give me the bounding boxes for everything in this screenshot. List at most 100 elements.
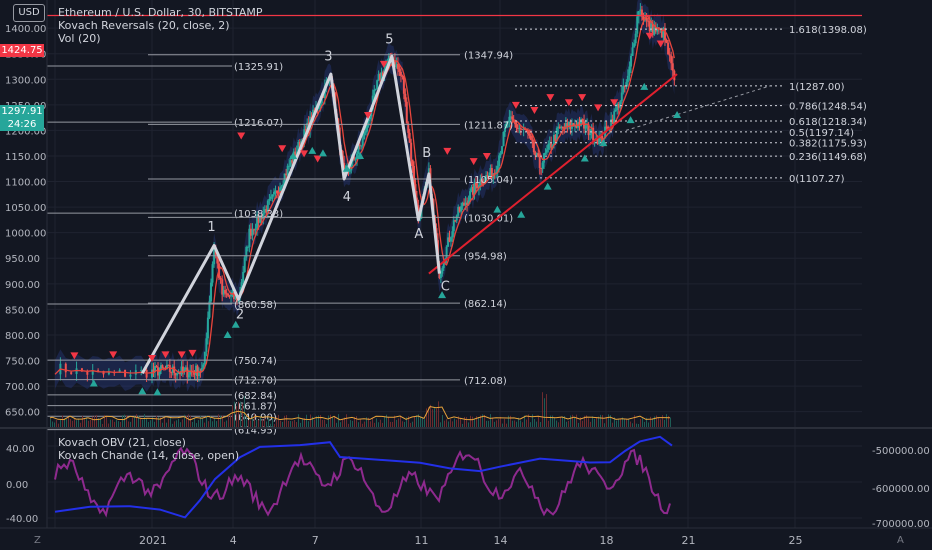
indicator-kovach-reversals[interactable]: Kovach Reversals (20, close, 2) xyxy=(58,19,230,32)
volume-bar xyxy=(556,420,557,427)
candle-body xyxy=(91,370,94,375)
indicator-kovach-chande[interactable]: Kovach Chande (14, close, open) xyxy=(58,449,240,462)
volume-bar xyxy=(146,418,147,427)
volume-bar xyxy=(88,420,89,427)
volume-bar xyxy=(364,421,365,427)
fib-trend-line xyxy=(625,85,771,131)
volume-bar xyxy=(384,416,385,427)
candle-body xyxy=(541,162,544,169)
indicator-volume[interactable]: Vol (20) xyxy=(58,32,101,45)
candle-body xyxy=(622,85,625,93)
osc-right-tick: -500000.00 xyxy=(872,446,930,457)
volume-bar xyxy=(456,419,457,427)
candle-body xyxy=(202,364,205,368)
fib-label: 0.618(1218.34) xyxy=(789,117,867,128)
volume-bar xyxy=(226,420,227,427)
candle-body xyxy=(407,123,410,133)
volume-bar xyxy=(650,416,651,427)
indicator-kovach-obv[interactable]: Kovach OBV (21, close) xyxy=(58,436,186,449)
volume-bar xyxy=(476,416,477,427)
candle-body xyxy=(354,158,357,160)
candle-body xyxy=(225,293,228,295)
candle-body xyxy=(291,160,294,163)
candle-body xyxy=(540,167,543,169)
volume-bar xyxy=(460,417,461,427)
candle-body xyxy=(97,370,100,372)
candle-body xyxy=(455,215,458,221)
volume-bar xyxy=(204,422,205,427)
volume-bar xyxy=(336,422,337,427)
bullish-reversal-marker xyxy=(640,82,649,90)
volume-bar xyxy=(342,419,343,427)
volume-bar xyxy=(558,422,559,427)
candle-body xyxy=(580,119,583,127)
candle-body xyxy=(566,123,569,127)
bullish-reversal-marker xyxy=(580,154,589,162)
candle-body xyxy=(124,369,127,377)
volume-bar xyxy=(620,418,621,427)
volume-bar xyxy=(302,418,303,427)
candle-body xyxy=(516,127,519,129)
volume-bar xyxy=(354,416,355,427)
volume-bar xyxy=(156,415,157,427)
wave-label-1: 1 xyxy=(207,220,215,235)
bullish-reversal-marker xyxy=(231,320,240,328)
volume-bar xyxy=(664,419,665,427)
volatility-band xyxy=(55,0,675,392)
candle-body xyxy=(304,129,307,131)
currency-button[interactable]: USD xyxy=(13,4,45,22)
volume-bar xyxy=(176,420,177,427)
zoom-z-button[interactable]: Z xyxy=(34,535,41,546)
auto-scale-button[interactable]: A xyxy=(897,535,904,546)
level-label: (1038.33) xyxy=(234,209,283,220)
osc-right-tick: -700000.00 xyxy=(872,519,930,530)
volume-bar xyxy=(340,422,341,427)
volume-bar xyxy=(632,423,633,427)
osc-left-tick: 40.00 xyxy=(6,444,35,455)
volume-bar xyxy=(542,392,543,427)
volume-bar xyxy=(368,417,369,427)
bullish-reversal-marker xyxy=(223,330,232,338)
wave-label-C: C xyxy=(441,279,450,294)
candle-body xyxy=(451,231,454,238)
volume-bar xyxy=(308,421,309,427)
candle-body xyxy=(350,161,353,171)
candle-body xyxy=(80,368,83,372)
volume-bar xyxy=(592,416,593,427)
candle-body xyxy=(248,228,251,247)
candle-body xyxy=(561,126,564,129)
volume-bar xyxy=(76,420,77,427)
volume-bar xyxy=(86,417,87,427)
volume-bar xyxy=(154,421,155,427)
volume-bar xyxy=(372,417,373,427)
volume-bar xyxy=(124,414,125,427)
volume-bar xyxy=(332,417,333,427)
volume-bar xyxy=(274,423,275,427)
volume-bar xyxy=(166,422,167,427)
volume-bar xyxy=(162,422,163,427)
volume-bar xyxy=(238,401,239,427)
volume-bar xyxy=(390,421,391,427)
volume-bar xyxy=(292,421,293,427)
candle-body xyxy=(203,351,206,365)
candle-body xyxy=(584,125,587,129)
volume-bar xyxy=(246,416,247,427)
volume-bar xyxy=(526,419,527,427)
volume-bar xyxy=(634,415,635,427)
candle-body xyxy=(256,215,259,229)
candle-body xyxy=(410,142,413,160)
candle-body xyxy=(616,104,619,110)
volume-bar xyxy=(582,420,583,427)
volume-bar xyxy=(584,415,585,427)
wave-label-3: 3 xyxy=(324,49,332,64)
volume-bar xyxy=(462,423,463,427)
time-tick-label: 18 xyxy=(600,534,614,547)
candle-body xyxy=(167,364,170,366)
candle-body xyxy=(483,180,486,184)
candle-body xyxy=(519,128,522,130)
volume-bar xyxy=(288,420,289,427)
volume-bar xyxy=(612,422,613,427)
candle-body xyxy=(160,365,162,371)
candle-body xyxy=(452,220,455,232)
